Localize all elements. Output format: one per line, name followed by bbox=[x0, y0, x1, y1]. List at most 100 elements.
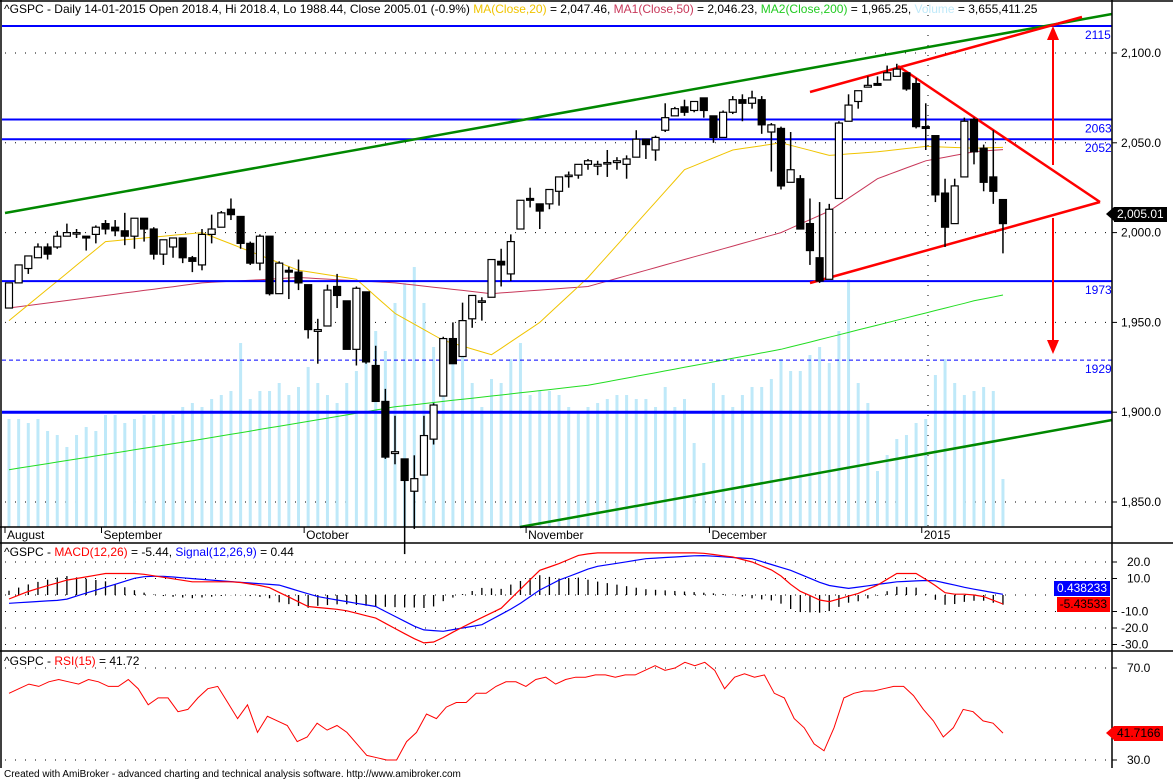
ma50-line bbox=[8, 149, 1004, 309]
candle-up bbox=[844, 104, 853, 122]
level-label: 2063 bbox=[1085, 121, 1112, 135]
candle-down bbox=[140, 217, 149, 230]
ma200-label: MA2(Close,200) bbox=[760, 2, 848, 16]
macd-tick-label: -10.0 bbox=[1121, 605, 1149, 619]
price-pane-title: ^GSPC - Daily 14-01-2015 Open 2018.4, Hi… bbox=[4, 2, 1037, 16]
candle-down bbox=[236, 215, 245, 244]
volume-bar bbox=[470, 383, 474, 527]
candle-up bbox=[690, 100, 699, 112]
candle-down bbox=[998, 198, 1008, 225]
volume-bar bbox=[538, 391, 542, 527]
candle-up bbox=[275, 262, 284, 295]
candle-down bbox=[796, 178, 805, 230]
volume-bar bbox=[567, 407, 571, 527]
volume-bar bbox=[760, 387, 764, 527]
macd-pane-title: ^GSPC - MACD(12,26) = -5.44, Signal(12,2… bbox=[4, 545, 294, 559]
volume-bar bbox=[547, 391, 551, 527]
footer-credit: Created with AmiBroker - advanced charti… bbox=[4, 769, 461, 780]
candle-down bbox=[265, 235, 274, 295]
rsi-line bbox=[8, 661, 1004, 761]
candle-up bbox=[747, 97, 757, 104]
macd-gridlines bbox=[5, 561, 1112, 645]
volume-bar bbox=[441, 383, 445, 527]
candle-up bbox=[91, 226, 100, 235]
candle-down bbox=[757, 99, 766, 126]
volume-bar bbox=[354, 371, 358, 527]
last-price-tag: 2,005.01 bbox=[1106, 207, 1167, 222]
candle-down bbox=[921, 126, 930, 130]
candle-up bbox=[651, 136, 660, 151]
candle-down bbox=[805, 223, 815, 252]
candle-down bbox=[294, 271, 303, 284]
macd-tick-label: -20.0 bbox=[1121, 621, 1149, 635]
volume-bar bbox=[219, 395, 223, 527]
volume-bar bbox=[711, 383, 715, 527]
rsi-value: = 41.72 bbox=[95, 654, 140, 668]
volume-bar bbox=[113, 415, 117, 527]
volume-bar bbox=[364, 339, 368, 527]
candle-down bbox=[902, 72, 911, 90]
volume-bar bbox=[953, 383, 957, 527]
macd-lines bbox=[8, 552, 1004, 644]
volume-bar bbox=[991, 391, 995, 527]
trendlines bbox=[4, 12, 1113, 529]
volume-bar bbox=[248, 399, 252, 527]
volume-bar bbox=[451, 347, 455, 527]
rsi-prefix: ^GSPC - bbox=[4, 654, 55, 668]
volume-bar bbox=[876, 471, 879, 527]
candle-down bbox=[111, 226, 120, 232]
macd-label: MACD(12,26) bbox=[54, 545, 128, 559]
moving-average-lines bbox=[8, 142, 1004, 471]
volume-bar bbox=[297, 387, 300, 527]
volume-bar bbox=[26, 423, 30, 527]
candle-up bbox=[603, 161, 612, 165]
horizontal-levels: 2115 2063 2052 1973 1929 bbox=[2, 25, 1112, 414]
volume-bar bbox=[36, 419, 40, 527]
volume-bar bbox=[837, 331, 841, 527]
volume-bar bbox=[779, 359, 783, 527]
volume-bar bbox=[335, 403, 339, 527]
candle-down bbox=[304, 284, 313, 331]
volume-bar bbox=[654, 407, 658, 527]
volume-bar bbox=[104, 415, 107, 527]
level-label: 1973 bbox=[1085, 283, 1112, 297]
volume-bar bbox=[914, 423, 918, 527]
signal-line bbox=[8, 554, 1004, 632]
volume-bar bbox=[769, 379, 773, 527]
candle-up bbox=[950, 185, 959, 225]
volume-bar bbox=[7, 419, 11, 527]
candle-up bbox=[390, 451, 400, 455]
volume-bar bbox=[161, 411, 165, 527]
candle-up bbox=[825, 208, 834, 280]
candle-down bbox=[284, 269, 293, 273]
candle-down bbox=[149, 228, 158, 255]
candle-up bbox=[854, 90, 863, 103]
candle-down bbox=[815, 257, 824, 282]
price-tick-label: 2,100.0 bbox=[1121, 46, 1161, 60]
volume-bar bbox=[490, 379, 493, 527]
candle-down bbox=[82, 235, 91, 239]
candle-down bbox=[738, 99, 747, 104]
volume-bar bbox=[190, 403, 194, 527]
candle-up bbox=[545, 188, 554, 205]
candle-up bbox=[487, 258, 496, 298]
volume-bar bbox=[943, 359, 947, 527]
volume-label: Volume bbox=[914, 2, 955, 16]
candle-down bbox=[680, 106, 689, 113]
volume-bar bbox=[461, 355, 465, 527]
ma20-label: MA(Close,20) bbox=[473, 2, 547, 16]
candle-down bbox=[361, 291, 371, 363]
volume-bar bbox=[625, 395, 629, 527]
candle-down bbox=[911, 82, 921, 128]
ma200-line bbox=[8, 294, 1004, 471]
candle-up bbox=[632, 138, 641, 158]
volume-bar bbox=[181, 407, 185, 527]
volume-bar bbox=[210, 399, 214, 527]
candle-up bbox=[168, 237, 178, 248]
candle-up bbox=[477, 300, 486, 303]
candle-up bbox=[564, 174, 573, 178]
volume-bar bbox=[316, 383, 320, 527]
candle-up bbox=[207, 228, 216, 235]
